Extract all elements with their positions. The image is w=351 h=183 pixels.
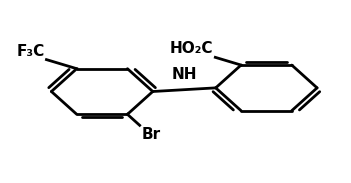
Text: Br: Br <box>141 127 160 142</box>
Text: NH: NH <box>172 66 197 81</box>
Text: HO₂C: HO₂C <box>170 41 213 56</box>
Text: F₃C: F₃C <box>16 44 45 59</box>
